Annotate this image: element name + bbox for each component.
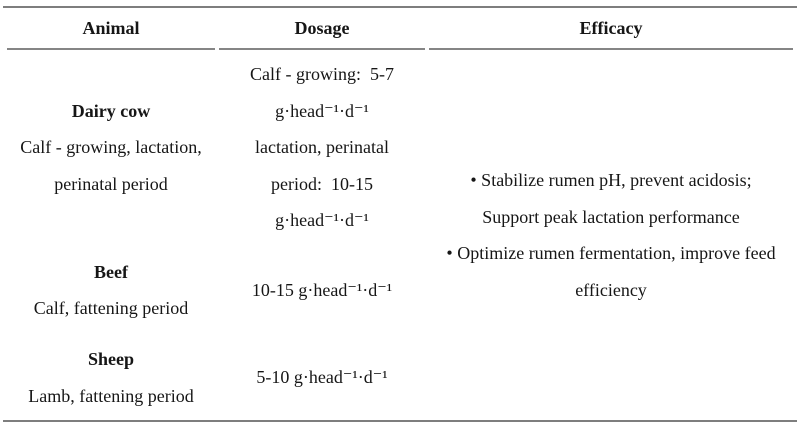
animal-detail-line: Calf - growing, lactation, xyxy=(20,137,202,158)
column-header-efficacy: Efficacy xyxy=(429,8,793,50)
efficacy-line: Support peak lactation performance xyxy=(482,206,740,227)
animal-cell: Sheep Lamb, fattening period xyxy=(7,335,215,420)
table-row-sheep: Sheep Lamb, fattening period 5-10 g·head… xyxy=(7,335,793,420)
animal-name: Sheep xyxy=(87,349,134,369)
dosage-line: period: 10-15 xyxy=(271,173,373,194)
efficacy-line: efficiency xyxy=(575,279,647,300)
dosage-cell: Calf - growing: 5-7 g·head⁻¹·d⁻¹ lactati… xyxy=(219,50,425,245)
dosage-efficacy-table: Animal Dosage Efficacy Dairy cow Calf - … xyxy=(3,6,797,422)
table-row-beef: Beef Calf, fattening period 10-15 g·head… xyxy=(7,245,793,335)
efficacy-bullet-line: • Optimize rumen fermentation, improve f… xyxy=(446,243,776,263)
dosage-line: g·head⁻¹·d⁻¹ xyxy=(275,100,369,121)
animal-cell: Dairy cow Calf - growing, lactation, per… xyxy=(7,50,215,245)
table-row-dairy-cow: Dairy cow Calf - growing, lactation, per… xyxy=(7,50,793,299)
animal-name: Beef xyxy=(94,261,128,282)
efficacy-bullet-line: • Stabilize rumen pH, prevent acidosis; xyxy=(470,170,752,190)
dosage-line: 5-10 g·head⁻¹·d⁻¹ xyxy=(256,367,388,388)
animal-name: Dairy cow xyxy=(71,100,151,121)
animal-detail-line: perinatal period xyxy=(54,173,168,194)
efficacy-cell: • Stabilize rumen pH, prevent acidosis; … xyxy=(429,50,793,420)
header-row: Animal Dosage Efficacy xyxy=(7,8,793,50)
dosage-cell: 10-15 g·head⁻¹·d⁻¹ xyxy=(219,245,425,335)
dosage-line: Calf - growing: 5-7 xyxy=(250,64,394,85)
animal-detail-line: Calf, fattening period xyxy=(33,298,189,318)
dosage-line: lactation, perinatal xyxy=(255,137,389,158)
column-header-animal: Animal xyxy=(7,8,215,50)
dosage-line: 10-15 g·head⁻¹·d⁻¹ xyxy=(251,279,393,300)
animal-cell: Beef Calf, fattening period xyxy=(7,245,215,335)
document-page: Animal Dosage Efficacy Dairy cow Calf - … xyxy=(0,6,800,429)
column-header-dosage: Dosage xyxy=(219,8,425,50)
dosage-line: g·head⁻¹·d⁻¹ xyxy=(275,210,369,231)
dosage-cell: 5-10 g·head⁻¹·d⁻¹ xyxy=(219,335,425,420)
animal-detail-line: Lamb, fattening period xyxy=(28,385,194,406)
